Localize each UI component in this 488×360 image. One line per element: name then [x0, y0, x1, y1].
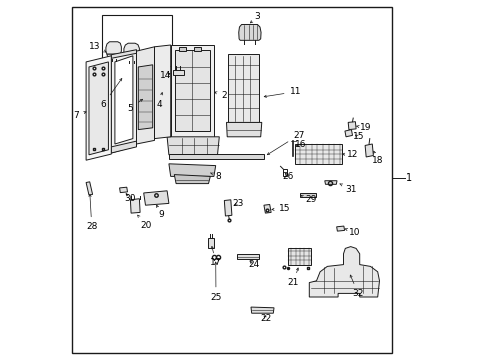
Polygon shape	[130, 199, 140, 213]
Text: 23: 23	[231, 199, 243, 208]
Text: 4: 4	[156, 93, 163, 109]
Text: 30: 30	[123, 194, 135, 202]
Polygon shape	[236, 254, 258, 259]
Polygon shape	[138, 65, 152, 130]
Polygon shape	[168, 154, 264, 159]
Text: 31: 31	[339, 184, 356, 194]
Text: 8: 8	[210, 172, 221, 181]
Text: 14: 14	[160, 71, 171, 80]
Polygon shape	[111, 50, 136, 153]
Polygon shape	[123, 43, 139, 56]
Polygon shape	[309, 247, 379, 297]
Text: 1: 1	[405, 173, 411, 183]
Text: 26: 26	[282, 172, 293, 181]
Bar	[179, 47, 186, 51]
Polygon shape	[336, 226, 344, 231]
Text: 15: 15	[271, 204, 289, 213]
Bar	[194, 47, 201, 51]
Polygon shape	[287, 248, 310, 265]
Polygon shape	[89, 62, 108, 155]
Text: 22: 22	[260, 314, 271, 323]
Polygon shape	[111, 141, 136, 153]
Polygon shape	[111, 50, 136, 58]
Polygon shape	[86, 56, 111, 160]
Polygon shape	[86, 182, 92, 195]
Text: 16: 16	[294, 140, 306, 149]
Text: 28: 28	[86, 194, 97, 231]
Bar	[72, 7, 391, 353]
Text: 6: 6	[101, 78, 122, 109]
Text: 20: 20	[138, 215, 151, 230]
Polygon shape	[167, 137, 219, 155]
Polygon shape	[365, 144, 373, 157]
Text: 12: 12	[342, 150, 358, 159]
Polygon shape	[168, 164, 215, 176]
Polygon shape	[106, 42, 121, 54]
Text: 18: 18	[371, 151, 383, 165]
Text: 24: 24	[247, 260, 259, 269]
Polygon shape	[125, 56, 138, 61]
Polygon shape	[347, 122, 355, 130]
Text: 27: 27	[267, 131, 304, 155]
Polygon shape	[174, 175, 210, 184]
Polygon shape	[173, 70, 183, 75]
Text: 19: 19	[356, 123, 370, 132]
Text: 15: 15	[352, 132, 363, 141]
Text: 5: 5	[127, 99, 142, 113]
Text: 11: 11	[264, 87, 301, 98]
Text: 13: 13	[89, 42, 106, 52]
Polygon shape	[115, 56, 133, 144]
Polygon shape	[120, 187, 127, 193]
Polygon shape	[107, 54, 120, 59]
Text: 7: 7	[73, 111, 86, 120]
Polygon shape	[175, 50, 209, 131]
Text: 9: 9	[156, 205, 163, 219]
Bar	[102, 15, 172, 66]
Polygon shape	[324, 181, 336, 184]
Text: 17: 17	[210, 247, 222, 267]
Polygon shape	[344, 130, 352, 137]
Polygon shape	[143, 191, 168, 205]
Text: 25: 25	[210, 262, 221, 302]
Polygon shape	[224, 200, 231, 216]
Text: 3: 3	[250, 12, 260, 23]
Polygon shape	[170, 45, 213, 137]
Polygon shape	[228, 54, 258, 122]
Text: 29: 29	[300, 195, 316, 204]
Polygon shape	[300, 193, 316, 197]
Polygon shape	[208, 238, 213, 248]
Text: 2: 2	[214, 91, 226, 100]
Polygon shape	[294, 144, 341, 164]
Polygon shape	[226, 122, 261, 137]
Polygon shape	[264, 204, 270, 213]
Polygon shape	[136, 47, 154, 144]
Polygon shape	[154, 45, 170, 139]
Polygon shape	[238, 24, 261, 40]
Text: 10: 10	[345, 228, 360, 237]
Text: 21: 21	[287, 268, 299, 287]
Polygon shape	[250, 307, 273, 313]
Text: 32: 32	[349, 275, 363, 298]
